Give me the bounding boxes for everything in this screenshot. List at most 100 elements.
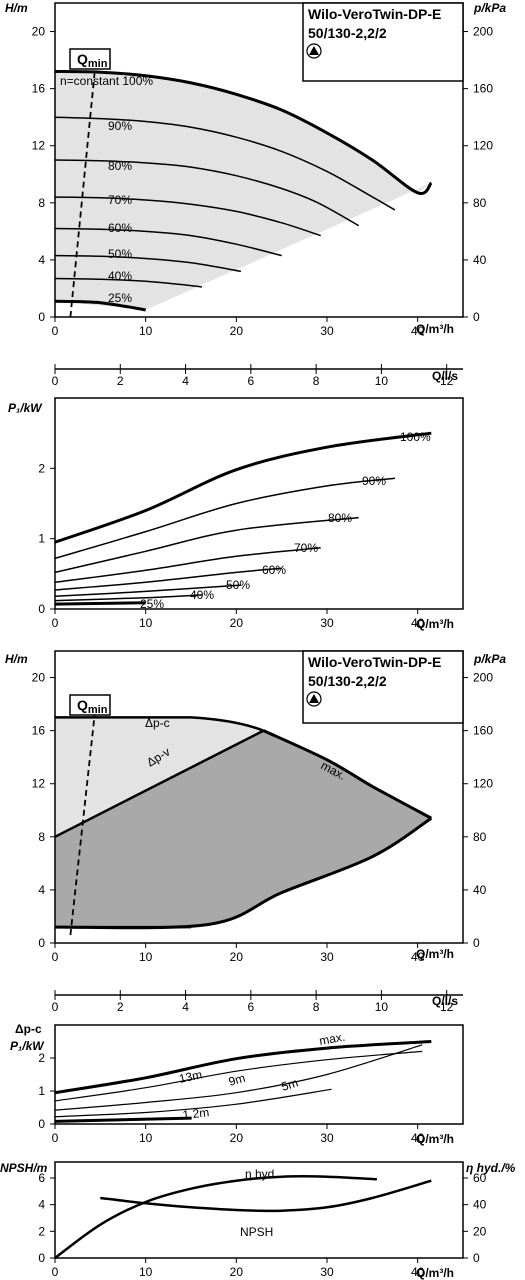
- y-tick-label-4-0: 0: [38, 1251, 45, 1265]
- plot-frame-1: [54, 397, 464, 610]
- y2-tick-label-2-5: 200: [473, 671, 493, 685]
- p1-curve-label-1: 90%: [362, 474, 386, 488]
- pump-title-line2-1: 50/130-2,2/2: [308, 25, 387, 41]
- y-tick-label-2-5: 20: [32, 671, 46, 685]
- p1-curve-6: [54, 594, 202, 602]
- x-tick-label-0-2: 20: [230, 324, 244, 338]
- y-tick-label-2-1: 4: [38, 883, 45, 897]
- p1-control-label-2: 9m: [227, 1071, 247, 1089]
- y2-tick-label-0-0: 0: [473, 310, 480, 324]
- p1-curve-label-4: 60%: [262, 563, 286, 577]
- y-tick-label-2-2: 8: [38, 830, 45, 844]
- p1-control-curve-0: [54, 1040, 432, 1095]
- y2-tick-label-4-3: 60: [473, 1171, 487, 1185]
- q-m3h-title-4: Q/m³/h: [416, 1132, 454, 1146]
- plot-frame-4: [54, 1161, 464, 1259]
- x-tick-label-0-1: 10: [139, 324, 153, 338]
- operating-envelope-0: [55, 71, 432, 310]
- y-tick-label-0-5: 20: [32, 25, 46, 39]
- y-tick-label-4-2: 4: [38, 1198, 45, 1212]
- y-tick-label-0-1: 4: [38, 253, 45, 267]
- p1-control-curve-1: [54, 1050, 423, 1102]
- p1-axis-title-2: P₁/kW: [8, 401, 43, 415]
- eta-label: η hyd.: [245, 1167, 278, 1181]
- x-tick-label-2-2: 20: [230, 950, 244, 964]
- q-ls-tick-label-2-3: 6: [247, 1000, 254, 1014]
- x-tick-label-2-0: 0: [52, 950, 59, 964]
- p1-axis-title-4: P₁/kW: [10, 1039, 45, 1053]
- hq-curve-40-: [54, 277, 202, 288]
- q-ls-tick-label-0-1: 2: [117, 374, 124, 388]
- x-tick-label-1-1: 10: [139, 616, 153, 630]
- p1-curve-label-7: 25%: [140, 597, 164, 611]
- p-axis-title-3: p/kPa: [473, 652, 506, 666]
- p-axis-title-1: p/kPa: [473, 1, 506, 15]
- p1-curve-1: [54, 477, 396, 560]
- y-tick-label-1-0: 0: [38, 602, 45, 616]
- x-tick-label-0-0: 0: [52, 324, 59, 338]
- y-tick-label-3-1: 1: [38, 1084, 45, 1098]
- y-tick-label-3-0: 0: [38, 1117, 45, 1131]
- qmin-dashed-line-2: [69, 696, 98, 936]
- y2-tick-label-0-1: 40: [473, 253, 487, 267]
- y2-tick-label-0-4: 160: [473, 82, 493, 96]
- hq-curve-n-constant-100-: [54, 70, 433, 196]
- x-tick-label-1-4: 40: [411, 616, 425, 630]
- x-tick-label-3-2: 20: [230, 1131, 244, 1145]
- max-curve-upper: [262, 729, 433, 820]
- q-ls-tick-label-0-2: 4: [182, 374, 189, 388]
- x-tick-label-3-1: 10: [139, 1131, 153, 1145]
- q-ls-tick-label-0-6: 12: [440, 374, 454, 388]
- p1-control-label-0: max.: [318, 1030, 346, 1048]
- x-tick-label-4-1: 10: [139, 1265, 153, 1279]
- x-tick-label-0-4: 40: [411, 324, 425, 338]
- qmin-label-box-3: Qmin: [69, 694, 111, 716]
- q-ls-tick-label-2-4: 8: [313, 1000, 320, 1014]
- p1-curve-4: [54, 567, 282, 591]
- hq-curve-70-: [54, 196, 321, 237]
- hq-curve-label-5: 50%: [108, 247, 132, 261]
- qmin-dashed-line-0: [69, 51, 98, 318]
- hq-curve-label-4: 60%: [108, 221, 132, 235]
- hq-curve-90-: [54, 116, 396, 211]
- q-ls-title-1: Q/l/s: [432, 369, 458, 383]
- npsh-axis-title-5: NPSH/m: [0, 1161, 48, 1175]
- x-tick-label-1-0: 0: [52, 616, 59, 630]
- pump-title-box-3: [302, 650, 464, 724]
- x-tick-label-2-1: 10: [139, 950, 153, 964]
- pump-title-line1-1: Wilo-VeroTwin-DP-E: [308, 6, 441, 22]
- y2-tick-label-2-2: 80: [473, 830, 487, 844]
- q-m3h-title-2: Q/m³/h: [416, 617, 454, 631]
- dp-v-curve: [54, 729, 265, 838]
- q-ls-tick-label-2-0: 0: [52, 1000, 59, 1014]
- qmin-sub-3: min: [88, 704, 108, 716]
- hq-curve-label-3: 70%: [108, 193, 132, 207]
- q-ls-tick-label-2-1: 2: [117, 1000, 124, 1014]
- dp-c-region: [55, 717, 264, 837]
- y2-tick-label-2-1: 40: [473, 883, 487, 897]
- hq-curve-label-1: 90%: [108, 119, 132, 133]
- p1-control-curve-2: [54, 1044, 423, 1111]
- p1-curve-label-5: 50%: [226, 578, 250, 592]
- hq-curve-80-: [54, 159, 360, 227]
- x-tick-label-4-4: 40: [411, 1265, 425, 1279]
- x-tick-label-4-3: 30: [320, 1265, 334, 1279]
- npsh-label: NPSH: [240, 1225, 273, 1239]
- plot-frame-2: [54, 650, 464, 944]
- svg-text:Qmin: Qmin: [77, 697, 108, 716]
- pump-symbol-icon-3: [306, 691, 322, 707]
- p1-control-curve-4: [54, 1116, 192, 1123]
- npsh-curve: [100, 1179, 432, 1213]
- q-ls-tick-label-2-2: 4: [182, 1000, 189, 1014]
- hq-curve-60-: [54, 227, 282, 257]
- qmin-label-box-1: Qmin: [69, 48, 111, 70]
- x-tick-label-4-0: 0: [52, 1265, 59, 1279]
- hq-curve-25-: [54, 299, 146, 312]
- eta-axis-title-5: η hyd./%: [466, 1161, 516, 1175]
- x-tick-label-3-3: 30: [320, 1131, 334, 1145]
- p1-control-label-3: 5m: [280, 1075, 300, 1093]
- dp-c-curve: [55, 716, 264, 732]
- x-tick-label-3-0: 0: [52, 1131, 59, 1145]
- q-ls-tick-label-0-4: 8: [313, 374, 320, 388]
- y2-tick-label-4-1: 20: [473, 1224, 487, 1238]
